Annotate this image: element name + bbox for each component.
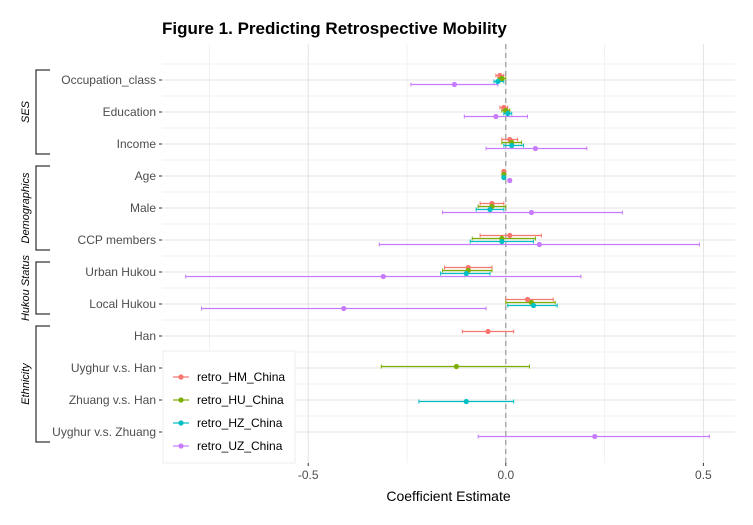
estimate-point xyxy=(509,142,515,149)
legend-box xyxy=(162,350,296,464)
estimate-point xyxy=(507,177,513,184)
estimate-point xyxy=(499,75,505,82)
estimate-point xyxy=(493,113,499,120)
y-tick-label: Urban Hukou xyxy=(85,265,156,279)
legend-item: retro_HU_China xyxy=(173,393,284,407)
estimate-point xyxy=(463,270,469,277)
legend-label: retro_HU_China xyxy=(197,393,284,407)
group-brackets: SES Demographics Hukou Status Ethnicity xyxy=(20,69,50,443)
group-bracket xyxy=(35,325,50,443)
chart-title: Figure 1. Predicting Retrospective Mobil… xyxy=(162,19,507,38)
estimate-point xyxy=(507,232,513,239)
estimate-point xyxy=(495,78,501,85)
estimate-point xyxy=(530,302,537,309)
y-tick-label: Age xyxy=(135,169,157,183)
legend-item: retro_UZ_China xyxy=(173,439,283,453)
y-tick-label: Zhuang v.s. Han xyxy=(69,393,156,407)
group-bracket xyxy=(35,261,50,315)
group-label: Ethnicity xyxy=(20,362,32,405)
y-tick-labels: Occupation_class Education Income Age Male CC… xyxy=(52,73,162,439)
estimate-point xyxy=(451,81,458,88)
estimate-point xyxy=(485,328,491,335)
y-tick-label: Uyghur v.s. Zhuang xyxy=(52,425,156,439)
y-tick-label: Local Hukou xyxy=(89,297,156,311)
legend-label: retro_HM_China xyxy=(197,370,285,384)
x-tick-label: -0.5 xyxy=(298,468,319,482)
group-label: SES xyxy=(20,100,32,123)
estimate-point xyxy=(505,110,511,117)
y-tick-label: Uyghur v.s. Han xyxy=(71,361,156,375)
estimate-point xyxy=(499,238,505,245)
legend-key-point xyxy=(178,443,184,449)
y-tick-label: Han xyxy=(134,329,156,343)
x-axis-title: Coefficient Estimate xyxy=(386,488,510,504)
estimate-point xyxy=(380,273,386,280)
y-tick-label: Occupation_class xyxy=(61,73,156,87)
group-label: Hukou Status xyxy=(20,254,32,321)
legend: retro_HM_China retro_HU_China retro_HZ_Chi… xyxy=(162,350,296,464)
y-tick-label: Income xyxy=(117,137,157,151)
estimate-point xyxy=(341,305,347,312)
legend-item: retro_HZ_China xyxy=(173,416,283,430)
legend-label: retro_UZ_China xyxy=(197,439,283,453)
estimate-point xyxy=(532,145,539,152)
estimate-point xyxy=(528,209,535,216)
estimate-point xyxy=(524,296,531,303)
estimate-point xyxy=(536,241,542,248)
estimate-points xyxy=(341,72,598,440)
group-bracket xyxy=(35,69,50,155)
x-tick-label: 0.5 xyxy=(695,468,712,482)
group-label: Demographics xyxy=(20,172,32,243)
legend-item: retro_HM_China xyxy=(173,370,285,384)
estimate-point xyxy=(453,363,460,370)
grid-lines xyxy=(162,44,735,463)
legend-key-point xyxy=(178,374,184,380)
estimate-point xyxy=(487,206,493,213)
y-tick-label: CCP members xyxy=(78,233,156,247)
estimate-point xyxy=(592,433,598,440)
legend-key-point xyxy=(178,420,184,426)
legend-label: retro_HZ_China xyxy=(197,416,283,430)
estimate-point xyxy=(463,398,469,405)
x-tick-labels: -0.5 0.0 0.5 xyxy=(298,463,712,482)
group-bracket xyxy=(35,165,50,251)
x-tick-label: 0.0 xyxy=(497,468,514,482)
estimate-point xyxy=(501,174,507,181)
y-tick-label: Education xyxy=(103,105,156,119)
legend-key-point xyxy=(178,397,184,403)
y-tick-label: Male xyxy=(130,201,156,215)
